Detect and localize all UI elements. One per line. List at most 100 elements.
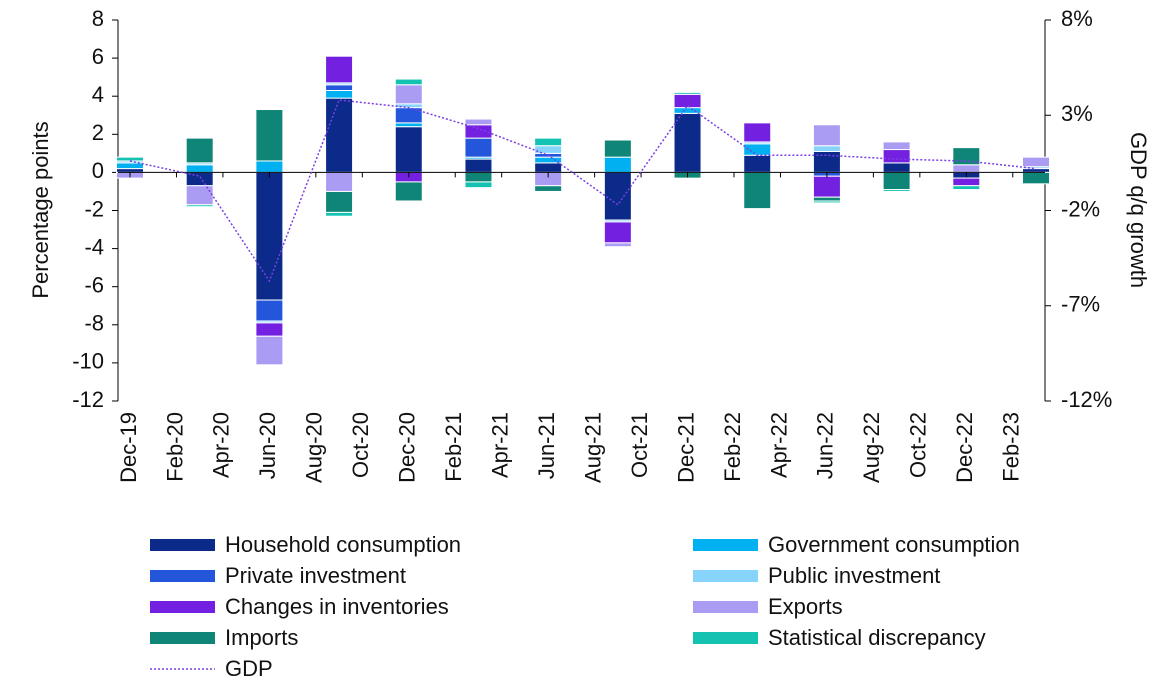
bar-segment	[116, 168, 144, 173]
bar-segment	[603, 156, 632, 173]
x-tick-label: Apr-21	[488, 412, 513, 478]
y-tick-label: 6	[92, 44, 104, 69]
x-tick-label: Jun-20	[255, 412, 280, 479]
bar-segment	[394, 84, 423, 105]
bar-segment	[394, 181, 423, 202]
bar-segment	[882, 162, 911, 173]
y-tick-label: -10	[72, 349, 104, 374]
bar-segment	[534, 162, 563, 173]
x-tick-label: Jun-22	[813, 412, 838, 479]
legend-label: Private investment	[225, 563, 406, 588]
bar-segment	[882, 189, 911, 192]
legend-label: Government consumption	[768, 532, 1020, 557]
legend-label: Changes in inventories	[225, 594, 449, 619]
bar-segment	[603, 221, 632, 244]
bar-segment	[673, 93, 702, 109]
legend-label: Exports	[768, 594, 843, 619]
bar-segment	[952, 147, 981, 166]
bar-segment	[325, 55, 354, 84]
gdp-line	[129, 99, 1037, 283]
legend-swatch	[693, 539, 758, 551]
bar-segment	[882, 141, 911, 151]
legend-label: Household consumption	[225, 532, 461, 557]
bar-segment	[812, 145, 841, 152]
bar-segment	[255, 299, 284, 322]
bar-segment	[534, 185, 563, 192]
legend-swatch	[150, 539, 215, 551]
y-tick-label: 8	[92, 6, 104, 31]
bar-segment	[743, 122, 772, 143]
bar-segment	[812, 124, 841, 147]
bar-segment	[255, 171, 284, 301]
x-tick-label: Apr-22	[766, 412, 791, 478]
bar-segment	[185, 164, 214, 173]
x-tick-label: Feb-20	[162, 412, 187, 482]
bar-segment	[325, 211, 354, 217]
bar-segment	[325, 171, 354, 192]
bar-segment	[812, 200, 841, 204]
legend-swatch	[150, 632, 215, 644]
y-tick-label: -12	[72, 387, 104, 412]
bar-segment	[673, 112, 702, 173]
x-tick-label: Dec-21	[673, 412, 698, 483]
bar-segment	[464, 171, 493, 183]
bar-segment	[116, 156, 144, 162]
bar-segment	[534, 137, 563, 147]
bar-segment	[464, 137, 493, 158]
y-axis-title: Percentage points	[28, 121, 53, 298]
bar-segment	[325, 97, 354, 173]
bar-segment	[394, 107, 423, 124]
bar-segment	[255, 322, 284, 337]
legend-label: Public investment	[768, 563, 940, 588]
bar-segment	[325, 190, 354, 213]
bar-segment	[743, 154, 772, 173]
x-tick-label: Dec-19	[116, 412, 141, 483]
y2-tick-label: 3%	[1061, 101, 1093, 126]
x-tick-label: Dec-20	[395, 412, 420, 483]
legend-swatch	[150, 601, 215, 613]
x-tick-label: Feb-22	[720, 412, 745, 482]
legend-swatch	[150, 570, 215, 582]
bar-segment	[1022, 171, 1050, 185]
bar-segment	[185, 185, 214, 206]
bar-segment	[603, 171, 632, 221]
y2-tick-label: -12%	[1061, 387, 1112, 412]
x-tick-label: Aug-21	[580, 412, 605, 483]
bar-segment	[255, 335, 284, 366]
bar-segment	[603, 242, 632, 248]
x-tick-label: Apr-20	[209, 412, 234, 478]
x-tick-label: Aug-22	[859, 412, 884, 483]
x-tick-label: Dec-22	[952, 412, 977, 483]
bar-segment	[952, 185, 981, 191]
legend-label: GDP	[225, 656, 273, 681]
y-tick-label: 2	[92, 120, 104, 145]
bar-segment	[952, 177, 981, 187]
bar-segment	[882, 171, 911, 191]
legend-swatch	[693, 601, 758, 613]
legend-swatch	[693, 570, 758, 582]
bar-segment	[812, 196, 841, 202]
bar-segment	[394, 122, 423, 128]
bar-segment	[464, 181, 493, 189]
legend-label: Imports	[225, 625, 298, 650]
y2-tick-label: -7%	[1061, 292, 1100, 317]
bar-segment	[185, 137, 214, 164]
x-tick-label: Jun-21	[534, 412, 559, 479]
bar-segment	[464, 124, 493, 139]
bar-segment	[743, 171, 772, 210]
legend-swatch	[693, 632, 758, 644]
bar-segment	[882, 149, 911, 164]
x-tick-label: Oct-22	[906, 412, 931, 478]
bar-segment	[255, 109, 284, 162]
bar-segment	[394, 126, 423, 173]
bar-segment	[394, 78, 423, 86]
x-tick-label: Feb-21	[441, 412, 466, 482]
bar-segment	[325, 84, 354, 91]
bar-segment	[464, 118, 493, 126]
x-tick-label: Oct-20	[348, 412, 373, 478]
y2-tick-label: 8%	[1061, 6, 1093, 31]
bar-segment	[812, 175, 841, 198]
bar-segment	[952, 164, 981, 173]
y2-axis-title: GDP q/q growth	[1126, 132, 1151, 288]
